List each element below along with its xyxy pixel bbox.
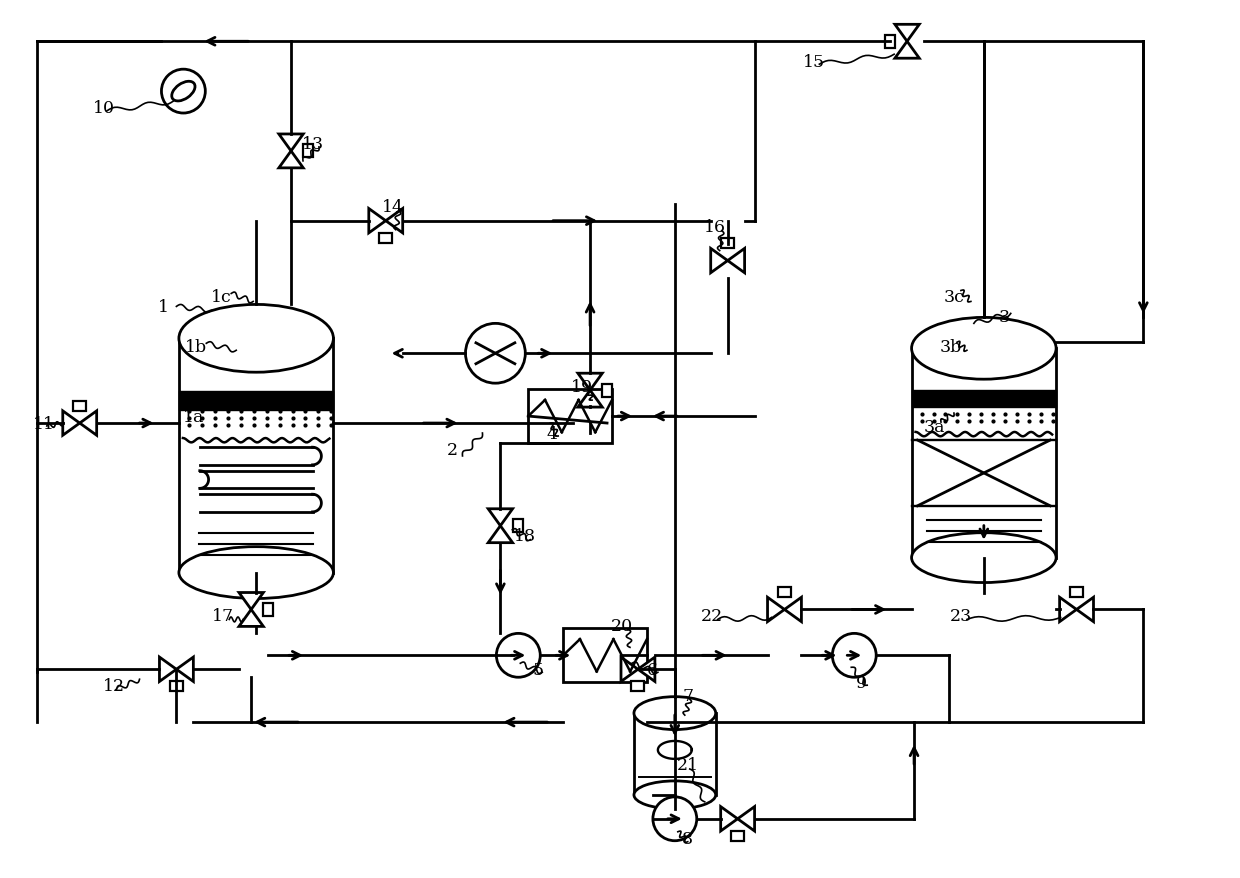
Text: 7: 7 (682, 687, 693, 704)
Text: 3c: 3c (944, 289, 965, 306)
Ellipse shape (179, 547, 334, 599)
Text: 15: 15 (804, 54, 826, 70)
Bar (170, 681, 182, 692)
Polygon shape (79, 412, 97, 435)
Text: 16: 16 (703, 219, 725, 236)
Bar (528, 390, 613, 443)
Polygon shape (239, 609, 263, 627)
Polygon shape (489, 509, 512, 526)
Polygon shape (768, 598, 785, 622)
Polygon shape (489, 526, 512, 543)
Bar (512, 520, 522, 533)
Text: 12: 12 (103, 677, 125, 694)
Circle shape (161, 70, 206, 114)
Ellipse shape (911, 318, 1056, 380)
Polygon shape (63, 412, 79, 435)
Ellipse shape (634, 697, 715, 730)
Bar (73, 401, 87, 412)
Polygon shape (1060, 598, 1076, 622)
Polygon shape (738, 807, 755, 831)
Text: 2: 2 (446, 442, 458, 459)
Text: 1: 1 (157, 299, 169, 315)
Bar (722, 239, 734, 249)
Bar (885, 36, 895, 48)
Polygon shape (279, 135, 304, 152)
Polygon shape (578, 374, 603, 391)
Circle shape (832, 634, 877, 678)
Polygon shape (895, 25, 919, 42)
Text: 11: 11 (32, 415, 55, 432)
Polygon shape (711, 249, 728, 273)
Polygon shape (785, 598, 801, 622)
Bar (911, 391, 1056, 407)
Bar (1070, 587, 1083, 598)
Text: 8: 8 (682, 831, 693, 847)
Text: 18: 18 (515, 528, 537, 544)
Polygon shape (239, 593, 263, 609)
Text: 22: 22 (701, 608, 723, 624)
Ellipse shape (911, 533, 1056, 583)
Bar (263, 603, 273, 616)
Text: 10: 10 (93, 99, 114, 117)
Bar (379, 234, 392, 243)
Bar (603, 385, 613, 397)
Bar (732, 831, 744, 841)
Text: 3a: 3a (924, 418, 945, 435)
Polygon shape (279, 152, 304, 169)
Text: 23: 23 (950, 608, 972, 624)
Text: 5: 5 (533, 661, 544, 678)
Polygon shape (728, 249, 744, 273)
Text: 17: 17 (212, 608, 234, 624)
Text: 3: 3 (998, 308, 1009, 326)
Ellipse shape (634, 781, 715, 809)
Bar (304, 145, 314, 158)
Text: 9: 9 (856, 674, 867, 691)
Text: 14: 14 (382, 199, 404, 216)
Polygon shape (720, 807, 738, 831)
Bar (179, 392, 334, 410)
Polygon shape (386, 209, 403, 234)
Polygon shape (578, 391, 603, 407)
Polygon shape (160, 658, 176, 681)
Text: 21: 21 (677, 757, 699, 774)
Bar (777, 587, 791, 598)
Bar (631, 681, 645, 692)
Circle shape (465, 324, 526, 384)
Polygon shape (176, 658, 193, 681)
Bar (634, 713, 715, 795)
Text: 1b: 1b (185, 338, 207, 356)
Bar (563, 629, 647, 682)
Text: 19: 19 (572, 378, 593, 395)
Text: 20: 20 (611, 617, 634, 634)
Bar (911, 349, 1056, 558)
Text: 3b: 3b (940, 338, 962, 356)
Text: 1c: 1c (211, 289, 232, 306)
Polygon shape (895, 42, 919, 59)
Polygon shape (368, 209, 386, 234)
Text: 6: 6 (646, 661, 657, 678)
Text: 13: 13 (301, 136, 324, 154)
Ellipse shape (179, 305, 334, 373)
Polygon shape (1076, 598, 1094, 622)
Text: 4: 4 (547, 425, 558, 442)
Text: 1a: 1a (182, 408, 205, 425)
Bar (179, 339, 334, 573)
Circle shape (496, 634, 541, 678)
Polygon shape (637, 658, 655, 681)
Polygon shape (621, 658, 637, 681)
Circle shape (653, 797, 697, 841)
